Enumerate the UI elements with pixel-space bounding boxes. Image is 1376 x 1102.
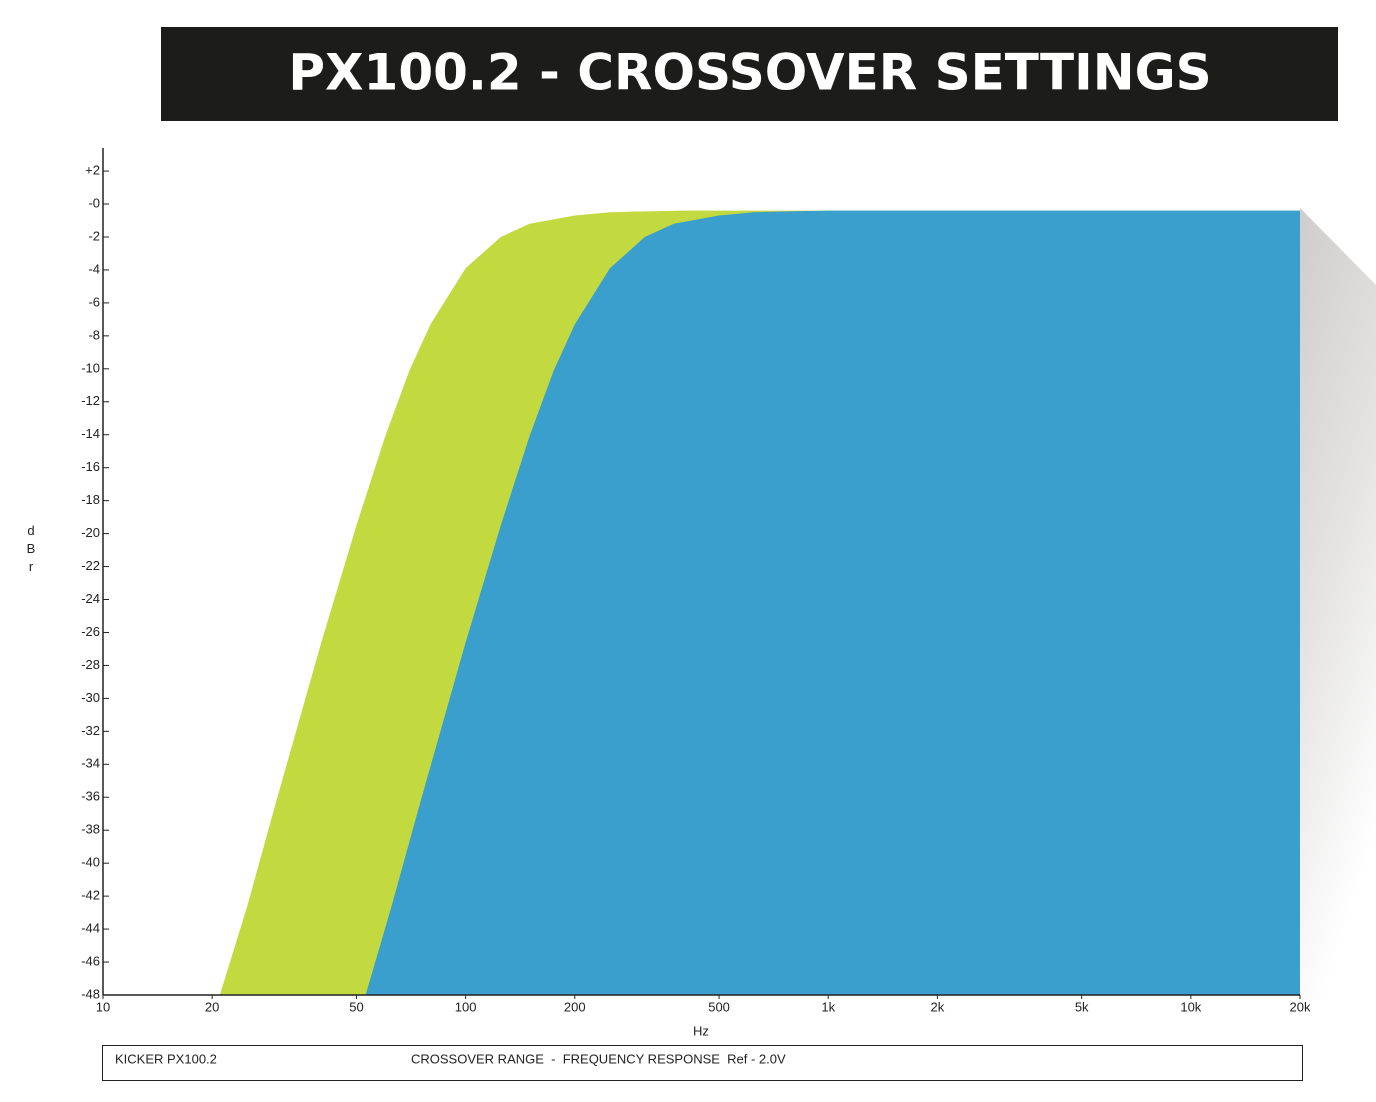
y-tick-label: -22 <box>81 558 100 573</box>
y-tick-label: -44 <box>81 921 100 936</box>
x-tick-label: 5k <box>1075 999 1089 1014</box>
x-tick-label: 100 <box>455 999 477 1014</box>
y-tick-label: -18 <box>81 492 100 507</box>
y-tick-label: -6 <box>88 294 100 309</box>
y-tick-label: +2 <box>85 163 100 178</box>
y-tick-label: -14 <box>81 426 100 441</box>
y-tick-label: -34 <box>81 756 100 771</box>
y-tick-label: -42 <box>81 888 100 903</box>
x-tick-label: 10k <box>1180 999 1201 1014</box>
y-tick-label: -10 <box>81 360 100 375</box>
y-tick-label: -16 <box>81 459 100 474</box>
title-banner <box>161 27 1338 121</box>
footer-right: CROSSOVER RANGE - FREQUENCY RESPONSE Ref… <box>411 1051 786 1066</box>
x-tick-label: 50 <box>349 999 363 1014</box>
y-tick-label: -32 <box>81 723 100 738</box>
area <box>365 210 1300 995</box>
y-tick-label: -2 <box>88 228 100 243</box>
y-tick-label: -4 <box>88 261 100 276</box>
y-tick-label: -36 <box>81 789 100 804</box>
chart-title: PX100.2 - CROSSOVER SETTINGS <box>288 44 1211 102</box>
x-tick-label: 1k <box>821 999 835 1014</box>
y-tick-label: -40 <box>81 855 100 870</box>
footer-left: KICKER PX100.2 <box>115 1051 217 1066</box>
y-tick-label: -24 <box>81 591 100 606</box>
x-tick-label: 200 <box>564 999 586 1014</box>
y-tick-label: -20 <box>81 525 100 540</box>
y-tick-label: -12 <box>81 393 100 408</box>
x-axis-label: Hz <box>693 1023 709 1038</box>
decor-shadow <box>1300 208 1376 1000</box>
footer-box <box>102 1045 1303 1081</box>
y-tick-label: -48 <box>81 986 100 1001</box>
y-tick-label: -0 <box>88 195 100 210</box>
y-tick-label: -38 <box>81 822 100 837</box>
plot-area: +2 -0 -2 -4 -6 -8 -10 -12 -14 -16 -18 -20 -22 -24 -26 -… <box>81 148 1311 1014</box>
y-tick-label: -26 <box>81 624 100 639</box>
y-tick-label: -28 <box>81 657 100 672</box>
y-tick-label: -8 <box>88 327 100 342</box>
x-tick-label: 20 <box>205 999 219 1014</box>
x-tick-label: 20k <box>1290 999 1311 1014</box>
x-tick-label: 2k <box>931 999 945 1014</box>
y-tick-label: -30 <box>81 690 100 705</box>
x-tick-label: 10 <box>96 999 110 1014</box>
x-tick-label: 500 <box>708 999 730 1014</box>
y-tick-label: -46 <box>81 953 100 968</box>
